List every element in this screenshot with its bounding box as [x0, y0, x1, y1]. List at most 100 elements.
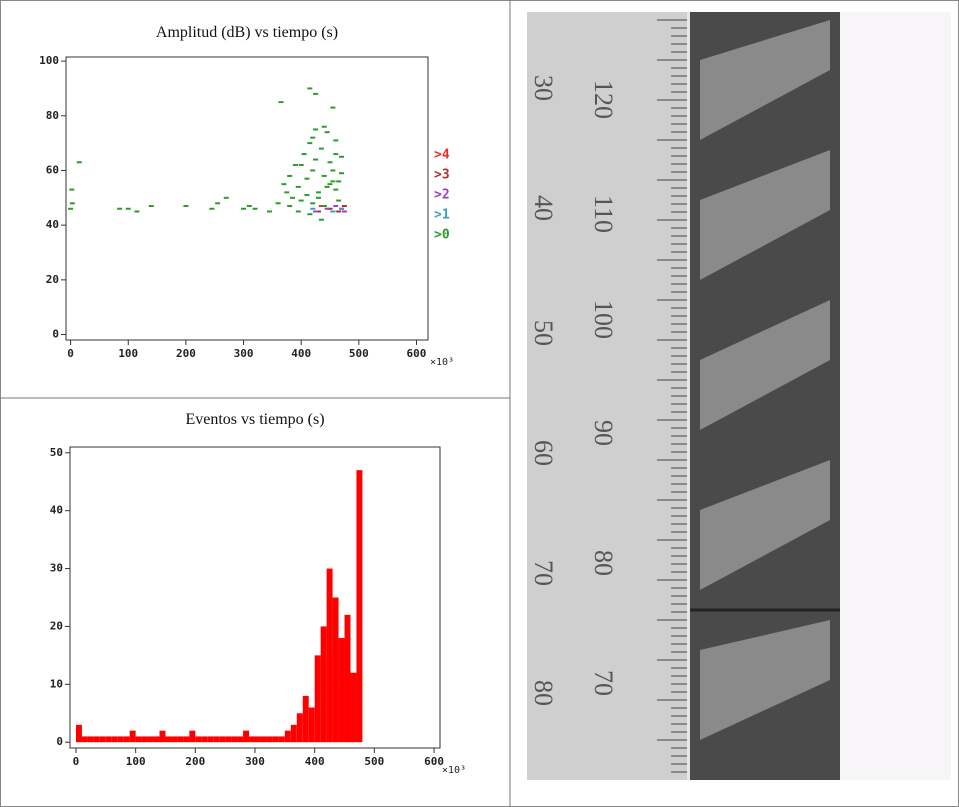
- point: [252, 207, 258, 210]
- point: [330, 180, 336, 183]
- point: [287, 174, 293, 177]
- x-tick-label: 100: [118, 347, 138, 360]
- point: [313, 128, 319, 131]
- point: [324, 185, 330, 188]
- point: [327, 161, 333, 164]
- x-multiplier: ×10³: [442, 765, 466, 776]
- point: [327, 207, 333, 210]
- point: [307, 87, 313, 90]
- bar: [243, 730, 250, 743]
- point: [336, 180, 342, 183]
- y-tick-label: 80: [46, 109, 59, 122]
- bar: [81, 736, 88, 743]
- point: [246, 205, 252, 208]
- point: [333, 139, 339, 142]
- bar: [320, 626, 327, 743]
- bar: [326, 568, 333, 743]
- bar: [296, 713, 303, 743]
- point: [284, 191, 290, 194]
- ruler-label: 80: [589, 550, 618, 576]
- ruler-label: 100: [589, 300, 618, 339]
- bar: [231, 736, 238, 743]
- bar: [75, 724, 82, 743]
- point: [318, 147, 324, 150]
- bar: [93, 736, 100, 743]
- y-tick-label: 100: [39, 54, 59, 67]
- bar: [177, 736, 184, 743]
- bar: [356, 470, 363, 743]
- y-tick-label: 50: [50, 446, 63, 459]
- ruler-label: 70: [589, 670, 618, 696]
- y-tick-label: 20: [46, 273, 59, 286]
- point: [330, 169, 336, 172]
- bar: [171, 736, 178, 743]
- point: [321, 205, 327, 208]
- point: [310, 136, 316, 139]
- point: [117, 207, 123, 210]
- bar: [207, 736, 214, 743]
- y-tick-label: 20: [50, 619, 63, 632]
- point: [298, 164, 304, 167]
- point: [318, 205, 324, 208]
- bar: [278, 736, 285, 743]
- x-tick-label: 300: [245, 755, 265, 768]
- point: [148, 205, 154, 208]
- bar: [141, 736, 148, 743]
- ruler-label: 50: [529, 320, 558, 346]
- x-tick-label: 600: [407, 347, 427, 360]
- bar: [201, 736, 208, 743]
- bar: [183, 736, 190, 743]
- point: [69, 188, 75, 191]
- point: [339, 207, 345, 210]
- point: [304, 194, 310, 197]
- legend-entry: >0: [434, 228, 450, 243]
- point: [313, 158, 319, 161]
- point: [333, 153, 339, 156]
- ruler-label: 90: [589, 420, 618, 446]
- ruler: [527, 12, 687, 780]
- point: [183, 205, 189, 208]
- point: [318, 218, 324, 221]
- bar: [129, 730, 136, 743]
- point: [315, 210, 321, 213]
- y-tick-label: 60: [46, 163, 59, 176]
- y-tick-label: 30: [50, 562, 63, 575]
- point: [278, 101, 284, 104]
- point: [292, 164, 298, 167]
- bar: [249, 736, 255, 743]
- point: [304, 177, 310, 180]
- point: [69, 202, 75, 205]
- x-tick-label: 400: [305, 755, 325, 768]
- plot-frame: [65, 56, 429, 341]
- bar: [338, 638, 345, 743]
- bar: [266, 736, 273, 743]
- bar: [350, 672, 357, 743]
- bar: [344, 614, 351, 743]
- bar: [237, 736, 244, 743]
- point: [341, 210, 347, 213]
- point: [336, 199, 342, 202]
- bar: [219, 736, 226, 743]
- point: [295, 185, 301, 188]
- chart-title: Eventos vs tiempo (s): [185, 411, 324, 428]
- point: [275, 202, 281, 205]
- point: [313, 210, 319, 213]
- point: [339, 155, 345, 158]
- y-tick-label: 40: [50, 504, 63, 517]
- y-tick-label: 0: [56, 735, 63, 748]
- bar: [87, 736, 94, 743]
- point: [333, 188, 339, 191]
- legend-entry: >2: [434, 188, 450, 203]
- bar: [314, 655, 321, 743]
- x-tick-label: 300: [234, 347, 254, 360]
- bar: [225, 736, 232, 743]
- point: [339, 172, 345, 175]
- y-tick-label: 10: [50, 677, 63, 690]
- legend-entry: >1: [434, 208, 450, 223]
- x-tick-label: 200: [176, 347, 196, 360]
- ruler-label: 120: [589, 80, 618, 119]
- point: [266, 210, 272, 213]
- point: [307, 142, 313, 145]
- x-multiplier: ×10³: [430, 357, 454, 368]
- ruler-label: 60: [529, 440, 558, 466]
